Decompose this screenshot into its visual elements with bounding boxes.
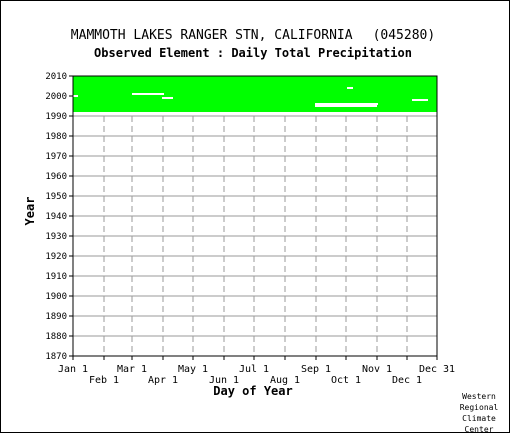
chart-subtitle: Observed Element : Daily Total Precipita… <box>94 46 412 60</box>
x-axis-label: Day of Year <box>213 384 292 398</box>
y-tick-label: 2000 <box>45 92 67 102</box>
missing-data-segment <box>73 95 78 97</box>
missing-data-segment <box>132 93 164 95</box>
y-tick-label: 1910 <box>45 272 67 282</box>
credit-line: Center <box>464 425 494 434</box>
x-axis-ticks: Jan 1 Mar 1 May 1 Jul 1 Sep 1 Nov 1 Dec 31 Feb … <box>58 356 455 386</box>
y-tick-label: 1880 <box>45 332 67 342</box>
x-tick-label: Jul 1 <box>239 364 269 375</box>
x-tick-label: Aug 1 <box>270 375 300 386</box>
credit-line: Climate <box>462 414 496 423</box>
x-tick-label: Feb 1 <box>89 375 119 386</box>
chart-title: MAMMOTH LAKES RANGER STN, CALIFORNIA <box>71 28 353 43</box>
y-tick-label: 1990 <box>45 112 67 122</box>
y-axis-ticks: 2010 2000 1990 1980 1970 1960 1950 1940 1930 1920… <box>45 72 73 362</box>
y-tick-label: 2010 <box>45 72 67 82</box>
missing-data-segment <box>162 97 173 99</box>
missing-data-segment <box>315 105 377 107</box>
x-tick-label: Oct 1 <box>331 375 361 386</box>
y-tick-label: 1920 <box>45 252 67 262</box>
x-tick-label: Sep 1 <box>301 364 331 375</box>
x-tick-label: Apr 1 <box>148 375 178 386</box>
chart-title-row: MAMMOTH LAKES RANGER STN, CALIFORNIA (045… <box>71 28 435 43</box>
y-axis-label: Year <box>23 197 37 226</box>
missing-data-segment <box>315 103 378 105</box>
x-tick-label: Jan 1 <box>58 364 88 375</box>
y-tick-label: 1950 <box>45 192 67 202</box>
x-tick-label: Jun 1 <box>209 375 239 386</box>
credit-block: Western Regional Climate Center <box>453 391 505 435</box>
station-id: (045280) <box>373 28 436 43</box>
y-tick-label: 1970 <box>45 152 67 162</box>
y-tick-label: 1870 <box>45 352 67 362</box>
credit-line: Western <box>462 392 496 401</box>
x-tick-label: Dec 31 <box>419 364 455 375</box>
credit-line: Regional <box>459 403 499 412</box>
x-tick-label: Dec 1 <box>392 375 422 386</box>
missing-data-segment <box>412 99 428 101</box>
x-tick-label: Mar 1 <box>117 364 147 375</box>
grid-lines <box>73 76 437 356</box>
y-tick-label: 1900 <box>45 292 67 302</box>
y-tick-label: 1940 <box>45 212 67 222</box>
y-tick-label: 1960 <box>45 172 67 182</box>
y-tick-label: 1930 <box>45 232 67 242</box>
data-coverage-block <box>73 76 437 112</box>
y-tick-label: 1980 <box>45 132 67 142</box>
missing-data-segment <box>347 87 353 89</box>
x-tick-label: May 1 <box>178 364 208 375</box>
x-tick-label: Nov 1 <box>362 364 392 375</box>
y-tick-label: 1890 <box>45 312 67 322</box>
data-coverage <box>73 76 437 112</box>
